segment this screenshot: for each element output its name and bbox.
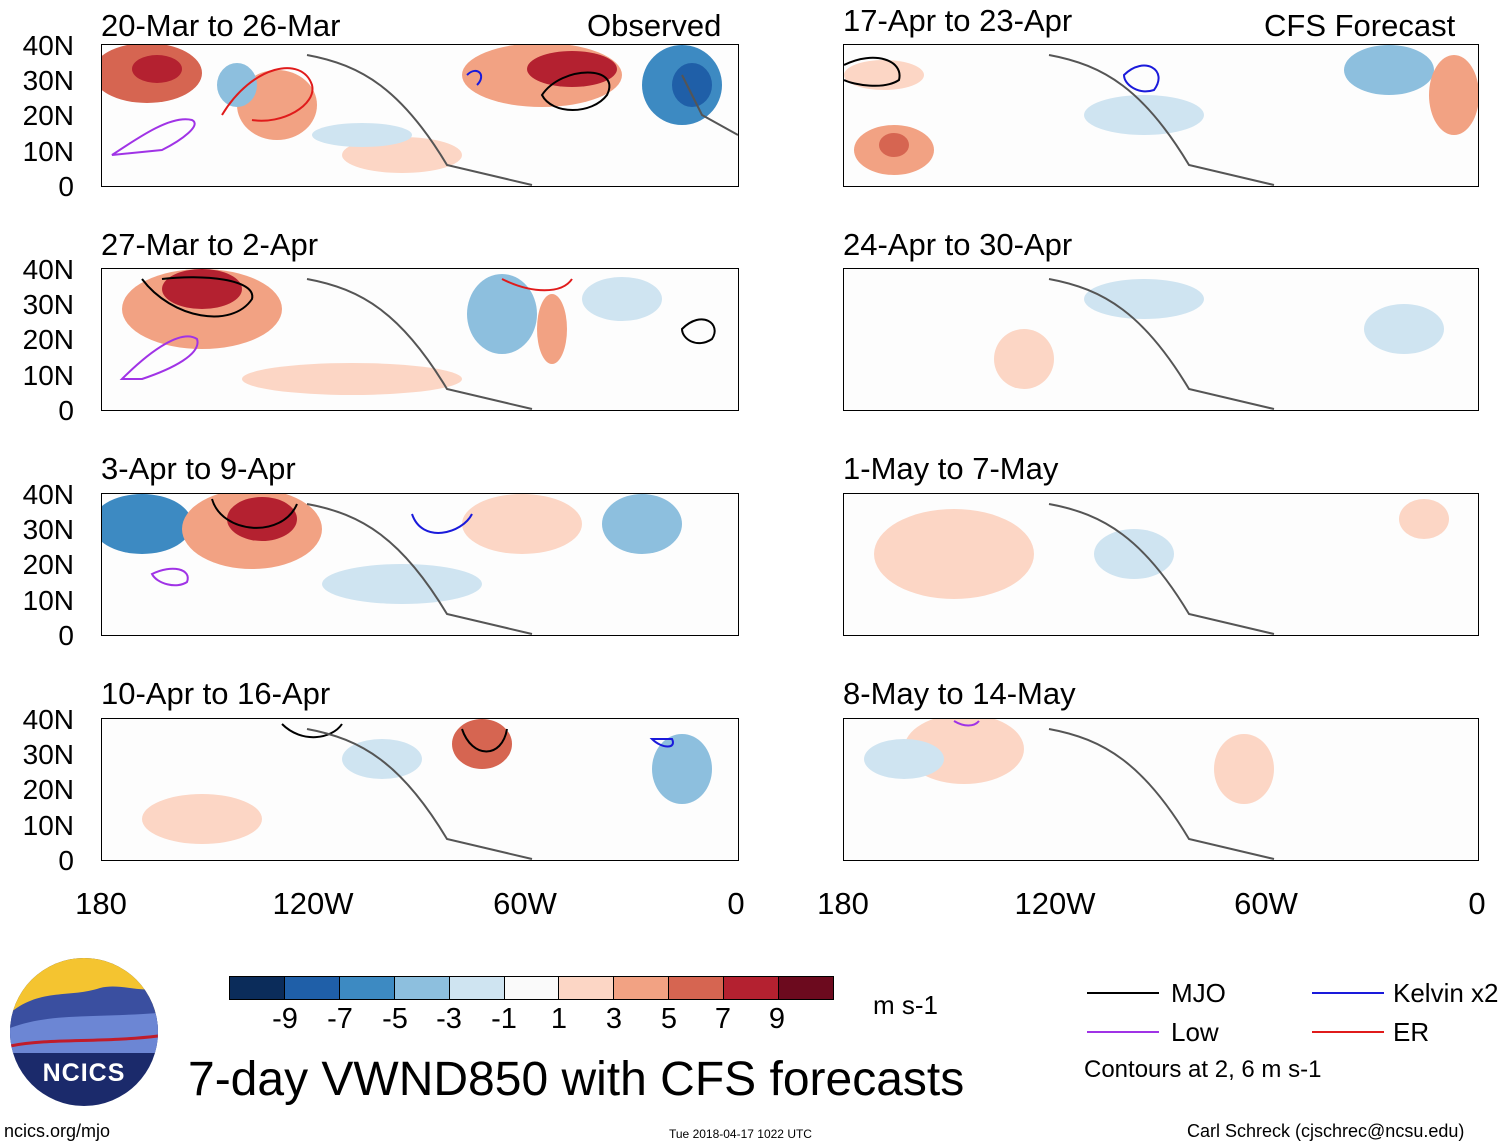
colorbar-tick: 5 bbox=[660, 1003, 678, 1035]
legend-label-low: Low bbox=[1171, 1017, 1219, 1047]
map-panel-observed bbox=[101, 493, 739, 636]
colorbar-tick: -5 bbox=[382, 1003, 408, 1035]
lat-label: 0 bbox=[58, 620, 74, 651]
forecast-panel-title: 1-May to 7-May bbox=[843, 451, 1059, 486]
colorbar-swatch bbox=[779, 977, 833, 999]
colorbar-swatch bbox=[449, 977, 505, 999]
footer-author: Carl Schreck (cjschrec@ncsu.edu) bbox=[1187, 1121, 1465, 1141]
lon-label: 120W bbox=[272, 886, 354, 921]
lon-label: 0 bbox=[727, 886, 745, 921]
colorbar-tick: 1 bbox=[550, 1003, 568, 1035]
colorbar-tick: -7 bbox=[327, 1003, 353, 1035]
forecast-panel-title: 17-Apr to 23-Apr bbox=[843, 3, 1073, 38]
map-panel-observed bbox=[101, 44, 739, 187]
colorbar-tick: 3 bbox=[605, 1003, 623, 1035]
observed-label: Observed bbox=[587, 8, 722, 43]
colorbar-swatch bbox=[669, 977, 725, 999]
lat-label: 10N bbox=[22, 585, 74, 616]
observed-panel-title: 20-Mar to 26-Mar bbox=[101, 8, 341, 43]
logo-text: NCICS bbox=[42, 1059, 126, 1087]
map-panel-forecast bbox=[843, 268, 1479, 411]
lon-label: 60W bbox=[493, 886, 557, 921]
forecast-panel-title: 24-Apr to 30-Apr bbox=[843, 227, 1073, 262]
legend-label-mjo: MJO bbox=[1171, 978, 1226, 1008]
legend-line-er bbox=[1312, 1031, 1384, 1033]
colorbar-swatch bbox=[339, 977, 395, 999]
colorbar-tick: -1 bbox=[491, 1003, 517, 1035]
lat-label: 30N bbox=[22, 289, 74, 320]
lat-label: 10N bbox=[22, 136, 74, 167]
lat-label: 10N bbox=[22, 360, 74, 391]
map-panel-observed bbox=[101, 268, 739, 411]
lat-label: 0 bbox=[58, 395, 74, 426]
legend-line-low bbox=[1087, 1031, 1159, 1033]
map-panel-forecast bbox=[843, 44, 1479, 187]
lat-label: 30N bbox=[22, 514, 74, 545]
lat-label: 40N bbox=[22, 479, 74, 510]
forecast-label: CFS Forecast bbox=[1264, 8, 1456, 43]
lat-label: 40N bbox=[22, 254, 74, 285]
legend-label-er: ER bbox=[1393, 1017, 1430, 1047]
lat-label: 40N bbox=[22, 704, 74, 735]
colorbar-tick: 9 bbox=[768, 1003, 786, 1035]
footer-timestamp: Tue 2018-04-17 1022 UTC bbox=[669, 1127, 812, 1141]
colorbar-tick: 7 bbox=[714, 1003, 732, 1035]
legend-label-kelvin: Kelvin x2 bbox=[1393, 978, 1499, 1008]
lat-label: 20N bbox=[22, 100, 74, 131]
legend-line-mjo bbox=[1087, 992, 1159, 994]
colorbar-swatch bbox=[724, 977, 780, 999]
colorbar-swatch bbox=[614, 977, 670, 999]
lat-label: 40N bbox=[22, 30, 74, 61]
legend-line-kelvin bbox=[1312, 992, 1384, 994]
observed-panel-title: 27-Mar to 2-Apr bbox=[101, 227, 319, 262]
lat-label: 30N bbox=[22, 739, 74, 770]
colorbar-swatch bbox=[230, 977, 285, 999]
lon-label: 120W bbox=[1014, 886, 1096, 921]
colorbar-swatch bbox=[504, 977, 560, 999]
map-panel-observed bbox=[101, 718, 739, 861]
colorbar-swatch bbox=[394, 977, 450, 999]
observed-panel-title: 10-Apr to 16-Apr bbox=[101, 676, 331, 711]
lat-label: 20N bbox=[22, 324, 74, 355]
lat-label: 20N bbox=[22, 774, 74, 805]
observed-panel-title: 3-Apr to 9-Apr bbox=[101, 451, 296, 486]
lon-label: 0 bbox=[1468, 886, 1486, 921]
colorbar-swatch bbox=[559, 977, 615, 999]
lat-label: 30N bbox=[22, 65, 74, 96]
map-panel-forecast bbox=[843, 718, 1479, 861]
colorbar bbox=[229, 976, 834, 1000]
colorbar-tick: -9 bbox=[272, 1003, 298, 1035]
lon-label: 180 bbox=[817, 886, 869, 921]
colorbar-units: m s-1 bbox=[873, 990, 938, 1020]
footer-url[interactable]: ncics.org/mjo bbox=[4, 1121, 111, 1141]
forecast-panel-title: 8-May to 14-May bbox=[843, 676, 1076, 711]
lat-label: 20N bbox=[22, 549, 74, 580]
colorbar-tick: -3 bbox=[436, 1003, 462, 1035]
lat-label: 0 bbox=[58, 171, 74, 202]
lon-label: 60W bbox=[1234, 886, 1298, 921]
colorbar-swatch bbox=[284, 977, 340, 999]
map-panel-forecast bbox=[843, 493, 1479, 636]
lat-label: 10N bbox=[22, 810, 74, 841]
lon-label: 180 bbox=[75, 886, 127, 921]
legend-note: Contours at 2, 6 m s-1 bbox=[1084, 1056, 1322, 1083]
ncics-logo: NCICS bbox=[10, 958, 158, 1106]
lat-label: 0 bbox=[58, 845, 74, 876]
main-title: 7-day VWND850 with CFS forecasts bbox=[188, 1053, 965, 1106]
